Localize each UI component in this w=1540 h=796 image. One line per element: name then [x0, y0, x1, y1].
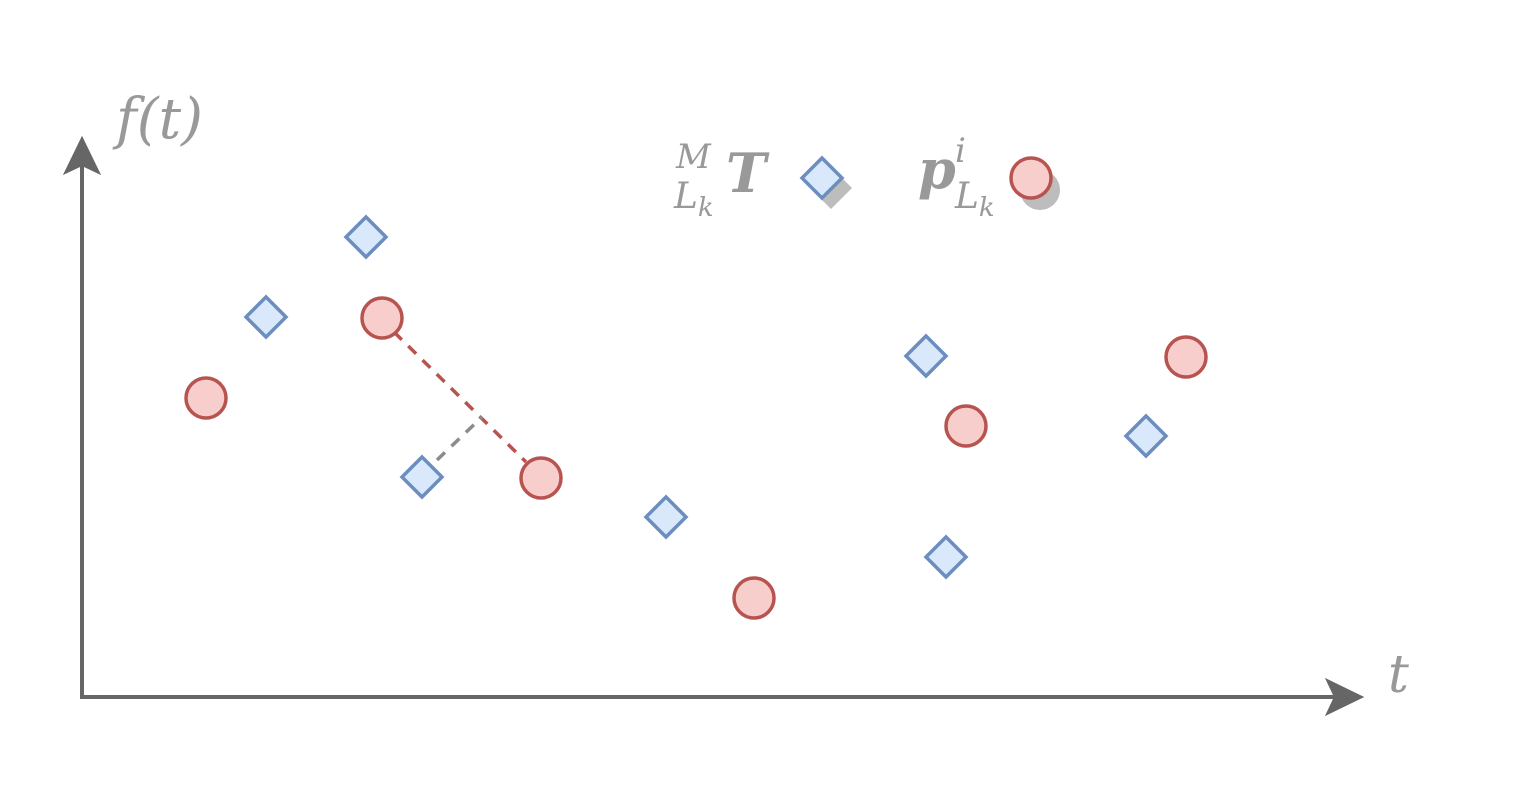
- point-marker: [519, 456, 563, 500]
- legend-pose-subscript: Lk: [673, 176, 714, 223]
- legend-point-subscript: Lk: [954, 176, 995, 223]
- legend-point-subscript-index: k: [979, 193, 995, 223]
- legend-point-marker: [1009, 156, 1053, 200]
- legend-pose-subscript-index: k: [698, 193, 714, 223]
- legend-pose-marker: [799, 155, 845, 201]
- pose-marker: [903, 333, 949, 379]
- pose-to-connector-dashed-link: [435, 415, 484, 462]
- legend-point-entry: p i Lk: [918, 131, 1060, 223]
- legend-pose-symbol: T: [726, 141, 770, 205]
- point-marker: [184, 376, 228, 420]
- legend-pose-superscript: M: [675, 137, 712, 177]
- x-axis-label: t: [1388, 645, 1409, 705]
- legend-point-symbol: p: [918, 137, 956, 201]
- point-marker: [360, 296, 404, 340]
- y-axis-arrowhead: [62, 135, 102, 176]
- legend-pose-entry: M Lk T: [673, 137, 852, 223]
- pose-marker: [343, 214, 389, 260]
- pose-marker: [923, 534, 969, 580]
- point-marker: [1164, 335, 1208, 379]
- x-axis-arrowhead: [1324, 677, 1365, 717]
- legend-point-superscript: i: [955, 131, 966, 171]
- pose-marker: [643, 494, 689, 540]
- pose-marker: [243, 294, 289, 340]
- pose-marker: [399, 454, 445, 500]
- point-to-point-dashed-connector: [392, 330, 528, 464]
- pose-marker: [1123, 413, 1169, 459]
- point-markers: [184, 296, 1208, 620]
- y-axis-label: f(t): [112, 87, 203, 152]
- pose-markers: [243, 214, 1169, 580]
- point-marker: [944, 404, 988, 448]
- point-marker: [732, 576, 776, 620]
- axes: [62, 135, 1365, 717]
